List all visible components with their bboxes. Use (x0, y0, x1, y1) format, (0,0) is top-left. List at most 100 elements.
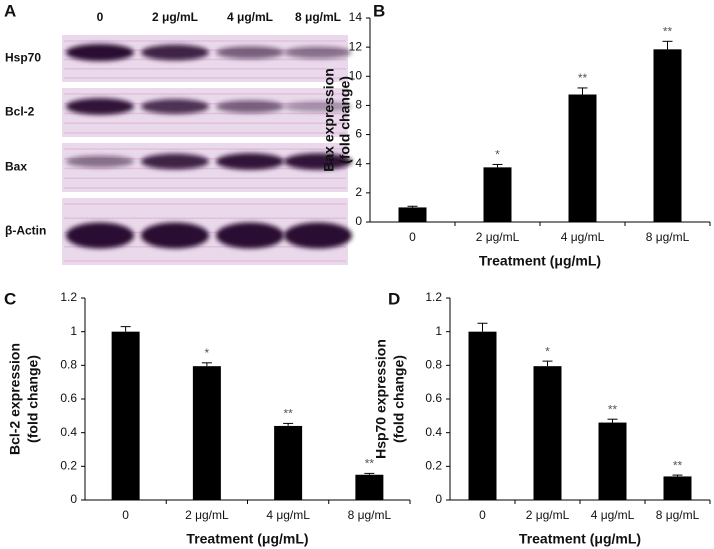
row-label: Hsp70 (5, 51, 41, 65)
bar (274, 425, 303, 500)
bar (398, 207, 427, 222)
blot-band (66, 44, 134, 61)
lane-label: 8 μg/mL (295, 10, 341, 24)
y-tick-label: 0.6 (60, 391, 77, 405)
error-bar (492, 163, 503, 168)
y-axis-label: (fold change) (25, 355, 41, 443)
bar (483, 167, 512, 222)
bar (468, 331, 497, 500)
bar (192, 366, 221, 500)
y-tick-label: 14 (349, 10, 363, 24)
y-tick-label: 0.8 (425, 358, 442, 372)
x-tick-label: 0 (479, 508, 486, 522)
blot-band (141, 153, 209, 170)
bar (568, 94, 597, 222)
blot-band (66, 155, 134, 168)
error-bar (407, 205, 418, 208)
significance: ** (578, 71, 588, 85)
bar (111, 331, 140, 500)
significance: * (205, 346, 210, 360)
y-tick-label: 1 (435, 324, 442, 338)
y-axis-label: Bcl-2 expression (7, 343, 23, 455)
y-tick-label: 10 (349, 68, 363, 82)
x-tick-label: 4 μg/mL (266, 508, 310, 522)
blot-band (284, 222, 352, 249)
y-axis-label: (fold change) (337, 76, 353, 164)
x-tick-label: 2 μg/mL (526, 508, 570, 522)
x-tick-label: 2 μg/mL (185, 508, 229, 522)
row-label: Bax (5, 160, 27, 174)
x-tick-label: 8 μg/mL (656, 508, 700, 522)
y-tick-label: 12 (349, 39, 363, 53)
panel-label: B (373, 1, 385, 20)
x-axis-label: Treatment (μg/mL) (186, 531, 308, 547)
significance: ** (608, 402, 618, 416)
lane-label: 2 μg/mL (152, 10, 198, 24)
error-bar (542, 360, 553, 367)
error-bar (283, 422, 294, 426)
x-tick-label: 4 μg/mL (561, 230, 605, 244)
blot-band (141, 222, 209, 249)
lane-label: 0 (97, 10, 104, 24)
row-label: Bcl-2 (5, 105, 35, 119)
y-tick-label: 1.2 (425, 290, 442, 304)
y-tick-label: 1 (70, 324, 77, 338)
error-bar (364, 472, 375, 475)
blot-band (284, 101, 352, 112)
blot-band (216, 46, 284, 59)
y-tick-label: 0.6 (425, 391, 442, 405)
y-tick-label: 1.2 (60, 290, 77, 304)
y-axis-label: Hsp70 expression (373, 339, 389, 459)
blot-band (141, 44, 209, 61)
significance: * (495, 148, 500, 162)
blot-band (284, 153, 352, 170)
blot-band (141, 99, 209, 114)
x-tick-label: 2 μg/mL (476, 230, 520, 244)
panel-label: A (4, 1, 16, 20)
x-tick-label: 4 μg/mL (591, 508, 635, 522)
significance: * (545, 344, 550, 358)
x-axis-label: Treatment (μg/mL) (479, 253, 601, 269)
y-tick-label: 0 (435, 492, 442, 506)
blot-band (66, 222, 134, 249)
blot-band (284, 46, 352, 59)
panel-label: C (4, 289, 16, 308)
y-axis-label: Bax expression (321, 68, 337, 172)
error-bar (607, 418, 618, 423)
blot-band (216, 100, 284, 113)
x-axis-label: Treatment (μg/mL) (519, 531, 641, 547)
error-bar (201, 362, 212, 367)
y-tick-label: 0.4 (425, 425, 442, 439)
blot-band (216, 153, 284, 170)
significance: ** (673, 458, 683, 472)
y-tick-label: 0.4 (60, 425, 77, 439)
error-bar (120, 326, 131, 332)
bar (598, 422, 627, 500)
x-tick-label: 0 (122, 508, 129, 522)
significance: ** (365, 457, 375, 471)
blot-band (216, 222, 284, 249)
row-label: β-Actin (5, 224, 46, 238)
y-tick-label: 0.8 (60, 358, 77, 372)
y-tick-label: 4 (355, 156, 362, 170)
y-tick-label: 0 (70, 492, 77, 506)
y-tick-label: 0.2 (425, 459, 442, 473)
bar (533, 366, 562, 500)
y-tick-label: 0 (355, 214, 362, 228)
significance: ** (283, 407, 293, 421)
significance: ** (663, 24, 673, 38)
x-tick-label: 8 μg/mL (348, 508, 392, 522)
error-bar (577, 87, 588, 95)
bar (663, 476, 692, 500)
y-tick-label: 0.2 (60, 459, 77, 473)
error-bar (662, 40, 673, 50)
y-axis-label: (fold change) (391, 355, 407, 443)
blot-band (66, 98, 134, 115)
panel-label: D (388, 289, 400, 308)
y-tick-label: 2 (355, 185, 362, 199)
x-tick-label: 0 (409, 230, 416, 244)
lane-label: 4 μg/mL (227, 10, 273, 24)
bar (653, 49, 682, 223)
x-tick-label: 8 μg/mL (646, 230, 690, 244)
